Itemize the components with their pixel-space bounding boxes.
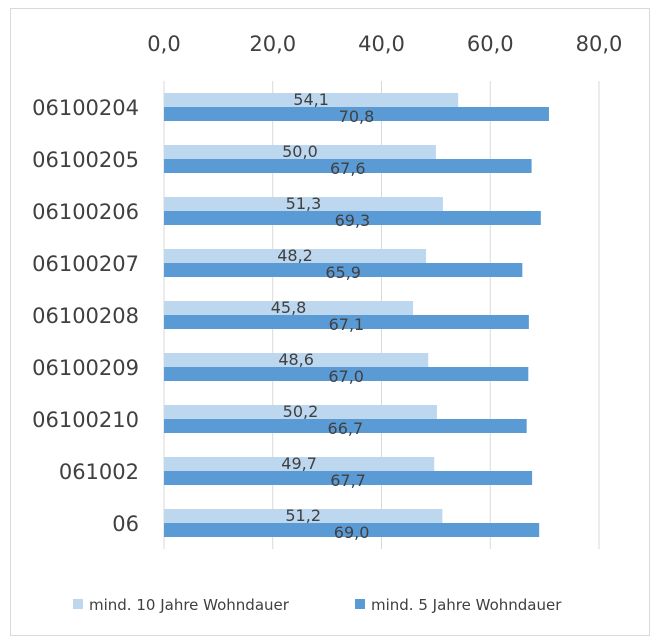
x-axis-ticks: 0,0 20,0 40,0 60,0 80,0 — [147, 32, 622, 56]
x-tick-label: 0,0 — [147, 32, 180, 56]
category-label: 06100208 — [32, 304, 139, 328]
legend-swatch — [355, 599, 365, 609]
bar-10-jahre — [164, 249, 427, 263]
bar-10-jahre — [164, 457, 435, 471]
data-label: 69,3 — [335, 211, 371, 230]
data-label: 67,0 — [328, 367, 364, 386]
data-label: 51,3 — [286, 194, 322, 213]
data-label: 67,7 — [330, 471, 366, 490]
data-label: 65,9 — [325, 263, 361, 282]
data-label: 69,0 — [334, 523, 370, 542]
data-label: 50,2 — [283, 402, 319, 421]
bar-5-jahre — [164, 419, 527, 433]
data-label: 50,0 — [282, 142, 318, 161]
data-label: 67,1 — [329, 315, 365, 334]
x-tick-label: 80,0 — [576, 32, 623, 56]
data-label: 45,8 — [271, 298, 307, 317]
x-tick-label: 40,0 — [358, 32, 405, 56]
legend-label: mind. 5 Jahre Wohndauer — [371, 596, 562, 614]
legend: mind. 10 Jahre Wohndauer mind. 5 Jahre Wo… — [73, 596, 562, 614]
data-label: 67,6 — [330, 159, 366, 178]
bar-10-jahre — [164, 405, 437, 419]
category-label: 06100207 — [32, 252, 139, 276]
category-label: 06100205 — [32, 148, 139, 172]
x-tick-label: 60,0 — [467, 32, 514, 56]
bar-5-jahre — [164, 107, 549, 121]
legend-label: mind. 10 Jahre Wohndauer — [89, 596, 290, 614]
bar-10-jahre — [164, 509, 443, 523]
bar-chart: 0,0 20,0 40,0 60,0 80,0 06100204 06100205 0610… — [32, 32, 622, 614]
data-label: 54,1 — [293, 90, 329, 109]
data-label: 51,2 — [285, 506, 321, 525]
category-label: 06 — [112, 512, 139, 536]
x-tick-label: 20,0 — [249, 32, 296, 56]
legend-swatch — [73, 599, 83, 609]
bar-5-jahre — [164, 367, 529, 381]
bar-5-jahre — [164, 211, 541, 225]
bar-10-jahre — [164, 353, 429, 367]
bar-10-jahre — [164, 197, 443, 211]
bar-5-jahre — [164, 523, 540, 537]
bar-5-jahre — [164, 471, 533, 485]
data-label: 48,2 — [277, 246, 313, 265]
bar-5-jahre — [164, 159, 532, 173]
data-labels: 54,1 70,8 50,0 67,6 51,3 69,3 48,2 65,9 45,8 67,1… — [271, 90, 375, 542]
chart-frame: 0,0 20,0 40,0 60,0 80,0 06100204 06100205 0610… — [10, 8, 650, 636]
data-label: 49,7 — [281, 454, 317, 473]
data-label: 70,8 — [339, 107, 375, 126]
category-label: 06100206 — [32, 200, 139, 224]
data-label: 48,6 — [278, 350, 314, 369]
category-label: 06100209 — [32, 356, 139, 380]
bar-10-jahre — [164, 145, 436, 159]
category-label: 06100210 — [32, 408, 139, 432]
bar-5-jahre — [164, 315, 529, 329]
bar-5-jahre — [164, 263, 523, 277]
category-label: 06100204 — [32, 96, 139, 120]
bar-10-jahre — [164, 301, 414, 315]
bar-10-jahre — [164, 93, 459, 107]
category-label: 061002 — [59, 460, 139, 484]
data-label: 66,7 — [328, 419, 364, 438]
category-labels: 0610020406100205061002060610020706100208… — [32, 96, 139, 536]
bars — [164, 93, 549, 537]
